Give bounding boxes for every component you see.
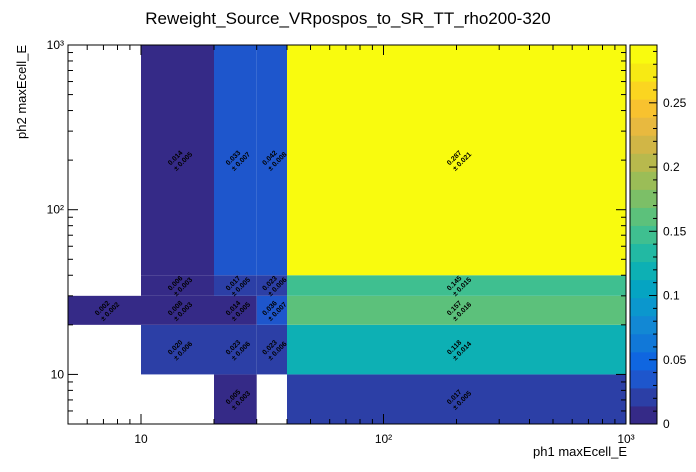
- colorbar: 0 0.05 0.1 0.15 0.2 0.25: [629, 44, 687, 431]
- x-tick-label: 10²: [375, 432, 392, 446]
- colorbar-band: [630, 117, 657, 136]
- heatmap-cell: [140, 295, 214, 325]
- colorbar-tick-label: 0.05: [663, 353, 687, 367]
- heatmap-cell: [213, 295, 257, 325]
- colorbar-frame: [629, 44, 658, 425]
- colorbar-band: [630, 63, 657, 82]
- colorbar-band: [630, 153, 657, 172]
- colorbar-band: [630, 351, 657, 371]
- x-axis-title: ph1 maxEcell_E: [533, 444, 627, 459]
- colorbar-band: [630, 81, 657, 100]
- y-tick-label: 10: [51, 367, 65, 381]
- heatmap-cell: [256, 45, 287, 276]
- colorbar-tick-label: 0.2: [663, 160, 680, 174]
- heatmap-cells: [68, 45, 626, 424]
- colorbar-band: [630, 297, 657, 317]
- heatmap-cell: [286, 374, 626, 424]
- heatmap-cell: [213, 45, 257, 276]
- x-tick-label: 10³: [617, 432, 634, 446]
- axes: 10 10² 10³ 10 10² 10³: [47, 38, 635, 446]
- y-tick-label: 10³: [47, 38, 64, 52]
- heatmap-cell: [256, 324, 287, 375]
- colorbar-band: [630, 45, 657, 64]
- heatmap-cell: [213, 275, 257, 296]
- colorbar-band: [630, 387, 657, 407]
- colorbar-band: [630, 189, 657, 208]
- y-axis-title: ph2 maxEcell_E: [14, 45, 29, 139]
- chart-title: Reweight_Source_VRpospos_to_SR_TT_rho200…: [145, 9, 550, 28]
- colorbar-tick-label: 0.15: [663, 224, 687, 238]
- colorbar-tick-label: 0: [663, 417, 670, 431]
- heatmap-cell: [213, 324, 257, 375]
- heatmap-cell: [140, 324, 214, 375]
- heatmap-cell: [140, 45, 214, 276]
- colorbar-tick-label: 0.1: [663, 289, 680, 303]
- heatmap-cell: [213, 374, 257, 424]
- heatmap-cell: [256, 295, 287, 325]
- heatmap-cell: [140, 275, 214, 296]
- colorbar-band: [630, 135, 657, 154]
- heatmap-cell: [286, 45, 626, 276]
- colorbar-band: [630, 333, 657, 353]
- colorbar-band: [630, 207, 657, 226]
- colorbar-band: [630, 243, 657, 263]
- heatmap-cell: [286, 275, 626, 296]
- x-tick-label: 10: [134, 432, 148, 446]
- colorbar-tick-label: 0.25: [663, 96, 687, 110]
- heatmap-cell: [256, 275, 287, 296]
- colorbar-band: [630, 225, 657, 245]
- heatmap-cell: [286, 295, 626, 325]
- y-tick-label: 10²: [47, 203, 64, 217]
- colorbar-band: [630, 279, 657, 299]
- colorbar-band: [630, 369, 657, 389]
- colorbar-band: [630, 261, 657, 281]
- heatmap-cell: [286, 324, 626, 375]
- heatmap-cell: [68, 295, 141, 325]
- plot-frame: [67, 44, 627, 425]
- colorbar-band: [630, 171, 657, 190]
- colorbar-band: [630, 315, 657, 335]
- colorbar-band: [630, 99, 657, 118]
- colorbar-band: [630, 405, 657, 425]
